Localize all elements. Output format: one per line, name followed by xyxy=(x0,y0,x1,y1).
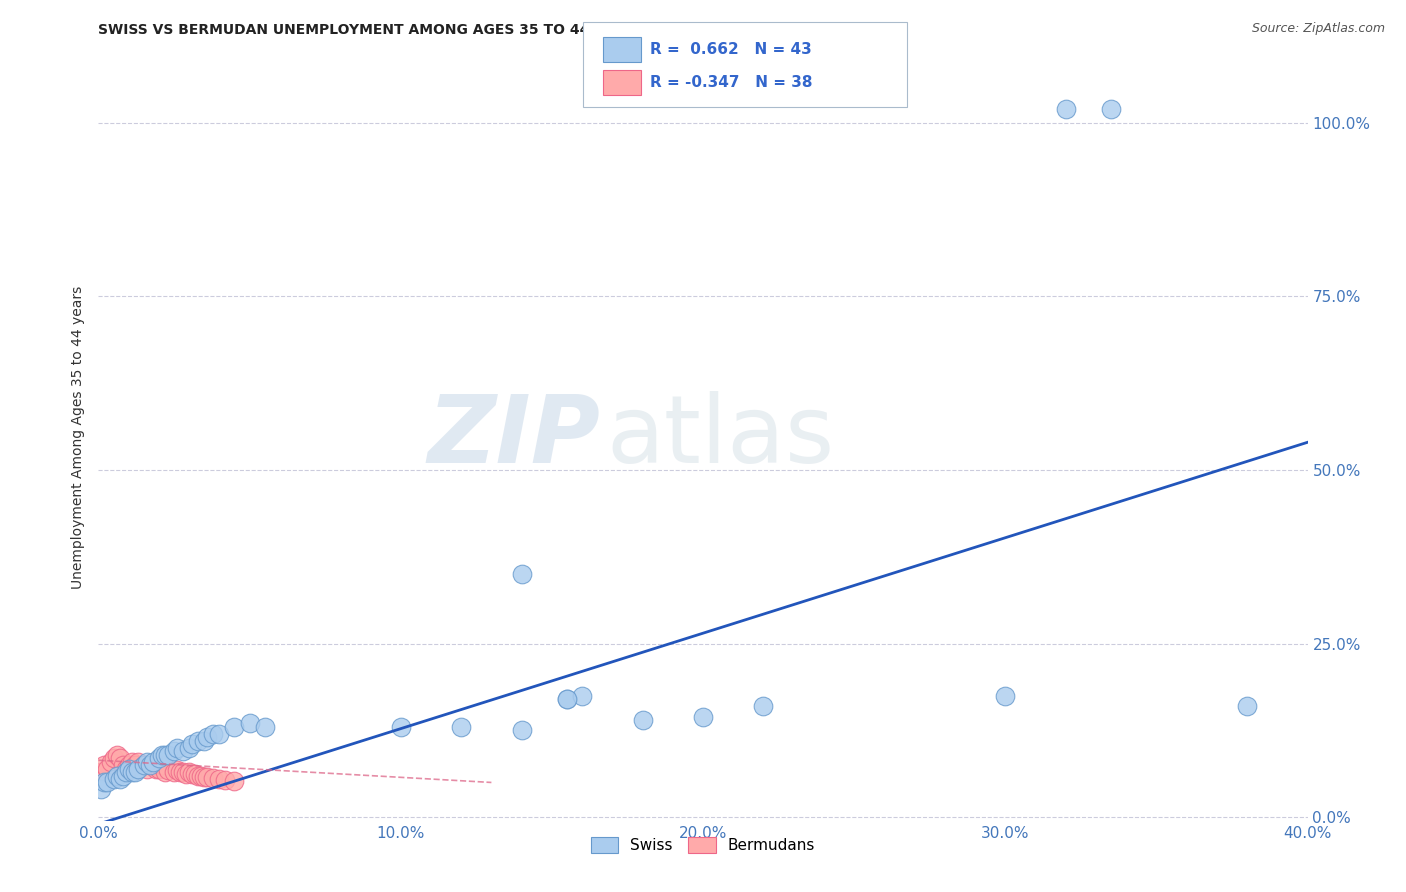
Point xyxy=(1236,699,1258,714)
Point xyxy=(114,765,136,780)
Point xyxy=(224,774,246,789)
Point xyxy=(1054,102,1077,116)
Point xyxy=(153,765,176,780)
Point xyxy=(103,751,125,765)
Text: SWISS VS BERMUDAN UNEMPLOYMENT AMONG AGES 35 TO 44 YEARS CORRELATION CHART: SWISS VS BERMUDAN UNEMPLOYMENT AMONG AGE… xyxy=(98,23,818,37)
Point xyxy=(90,782,112,797)
Point xyxy=(127,755,149,769)
Point xyxy=(208,727,231,741)
Point xyxy=(195,770,218,784)
Point xyxy=(172,744,194,758)
Point xyxy=(139,758,162,772)
Point xyxy=(114,762,136,776)
Point xyxy=(121,755,143,769)
Point xyxy=(187,768,209,782)
Point xyxy=(179,765,201,780)
Point xyxy=(450,720,472,734)
Point xyxy=(1099,102,1122,116)
Point xyxy=(124,758,146,772)
Point xyxy=(132,758,155,772)
Point xyxy=(105,768,128,782)
Text: R =  0.662   N = 43: R = 0.662 N = 43 xyxy=(650,43,811,57)
Point xyxy=(156,747,179,762)
Point xyxy=(190,768,212,782)
Point xyxy=(571,689,593,703)
Text: ZIP: ZIP xyxy=(427,391,600,483)
Point xyxy=(111,758,134,772)
Point xyxy=(132,758,155,772)
Point xyxy=(994,689,1017,703)
Point xyxy=(103,772,125,786)
Point xyxy=(389,720,412,734)
Point xyxy=(150,758,173,772)
Point xyxy=(239,716,262,731)
Point xyxy=(145,762,167,776)
Point xyxy=(124,765,146,780)
Point xyxy=(174,767,197,781)
Point xyxy=(202,772,225,786)
Point xyxy=(108,751,131,765)
Point xyxy=(253,720,276,734)
Point xyxy=(96,762,118,776)
Point xyxy=(166,763,188,777)
Point xyxy=(631,713,654,727)
Point xyxy=(510,567,533,582)
Point xyxy=(127,762,149,776)
Point xyxy=(752,699,775,714)
Point xyxy=(208,772,231,786)
Point xyxy=(224,720,246,734)
Point xyxy=(148,751,170,765)
Point xyxy=(181,767,204,781)
Point xyxy=(555,692,578,706)
Legend: Swiss, Bermudans: Swiss, Bermudans xyxy=(585,830,821,859)
Point xyxy=(153,747,176,762)
Point xyxy=(193,733,215,747)
Point xyxy=(150,747,173,762)
Point xyxy=(90,765,112,780)
Point xyxy=(142,758,165,772)
Point xyxy=(214,772,236,787)
Point xyxy=(96,775,118,789)
Point xyxy=(121,765,143,780)
Point xyxy=(148,762,170,776)
Point xyxy=(118,758,141,772)
Point xyxy=(692,709,714,723)
Point xyxy=(202,727,225,741)
Text: Source: ZipAtlas.com: Source: ZipAtlas.com xyxy=(1251,22,1385,36)
Point xyxy=(142,755,165,769)
Point xyxy=(118,762,141,776)
Point xyxy=(555,692,578,706)
Point xyxy=(193,770,215,784)
Point xyxy=(100,755,122,769)
Point xyxy=(108,772,131,786)
Point xyxy=(93,758,115,772)
Point xyxy=(156,763,179,777)
Point xyxy=(172,765,194,780)
Y-axis label: Unemployment Among Ages 35 to 44 years: Unemployment Among Ages 35 to 44 years xyxy=(72,285,86,589)
Point xyxy=(169,765,191,780)
Point xyxy=(163,744,186,758)
Point xyxy=(195,731,218,745)
Point xyxy=(187,733,209,747)
Point xyxy=(135,755,157,769)
Text: atlas: atlas xyxy=(606,391,835,483)
Point xyxy=(184,767,207,781)
Point xyxy=(135,762,157,776)
Point xyxy=(166,740,188,755)
Text: R = -0.347   N = 38: R = -0.347 N = 38 xyxy=(650,75,813,89)
Point xyxy=(510,723,533,738)
Point xyxy=(139,758,162,772)
Point xyxy=(181,737,204,751)
Point xyxy=(179,740,201,755)
Point xyxy=(93,775,115,789)
Point xyxy=(111,768,134,782)
Point xyxy=(105,747,128,762)
Point xyxy=(163,765,186,780)
